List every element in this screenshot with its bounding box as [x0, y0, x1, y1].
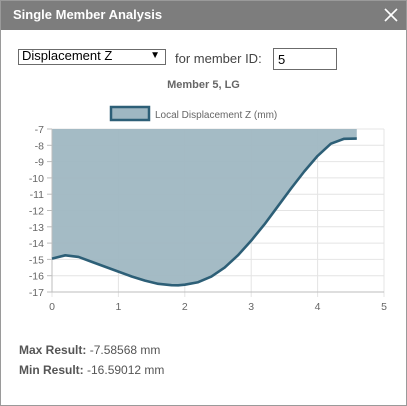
min-result-value: -16.59012 mm — [87, 363, 165, 377]
chart-title: Member 5, LG — [167, 79, 240, 91]
close-icon[interactable] — [382, 6, 400, 24]
series-line — [51, 137, 357, 287]
title-bar[interactable]: Single Member Analysis — [1, 1, 406, 30]
max-result: Max Result: -7.58568 mm — [19, 343, 160, 357]
y-tick-label: -11 — [30, 189, 45, 201]
y-tick-label: -12 — [29, 206, 44, 218]
y-tick-label: -10 — [29, 173, 44, 185]
y-tick-label: -17 — [29, 287, 44, 299]
max-result-label: Max Result: — [19, 343, 87, 357]
x-tick-label: 5 — [381, 301, 387, 313]
x-tick-label: 1 — [115, 301, 121, 313]
min-result-label: Min Result: — [19, 363, 84, 377]
x-tick-label: 0 — [49, 301, 55, 313]
legend-swatch — [109, 105, 151, 122]
displacement-chart: Local Displacement Z (mm) -7 -8 -9 -10 -11 -12… — [29, 105, 387, 313]
result-type-value: Displacement Z — [22, 48, 113, 63]
y-tick-label: -13 — [29, 222, 44, 234]
y-tick-label: -16 — [29, 271, 44, 283]
member-id-input[interactable] — [273, 48, 337, 70]
y-tick-label: -9 — [35, 157, 44, 169]
dialog-title: Single Member Analysis — [13, 7, 163, 22]
result-type-select[interactable]: Displacement Z ▼ — [18, 49, 166, 65]
y-tick-label: -8 — [35, 140, 44, 152]
legend-label: Local Displacement Z (mm) — [155, 110, 277, 121]
max-result-value: -7.58568 mm — [89, 343, 161, 357]
x-tick-label: 2 — [182, 301, 188, 313]
x-tick-label: 3 — [248, 301, 254, 313]
dropdown-arrow-icon: ▼ — [150, 50, 160, 61]
y-tick-label: -15 — [29, 254, 44, 266]
x-tick-label: 4 — [315, 301, 321, 313]
member-id-label: for member ID: — [175, 51, 262, 66]
controls-row: Displacement Z ▼ for member ID: — [18, 48, 398, 71]
y-tick-label: -7 — [35, 124, 44, 136]
series-area — [52, 129, 357, 286]
min-result: Min Result: -16.59012 mm — [19, 363, 164, 377]
y-tick-label: -14 — [29, 238, 44, 250]
